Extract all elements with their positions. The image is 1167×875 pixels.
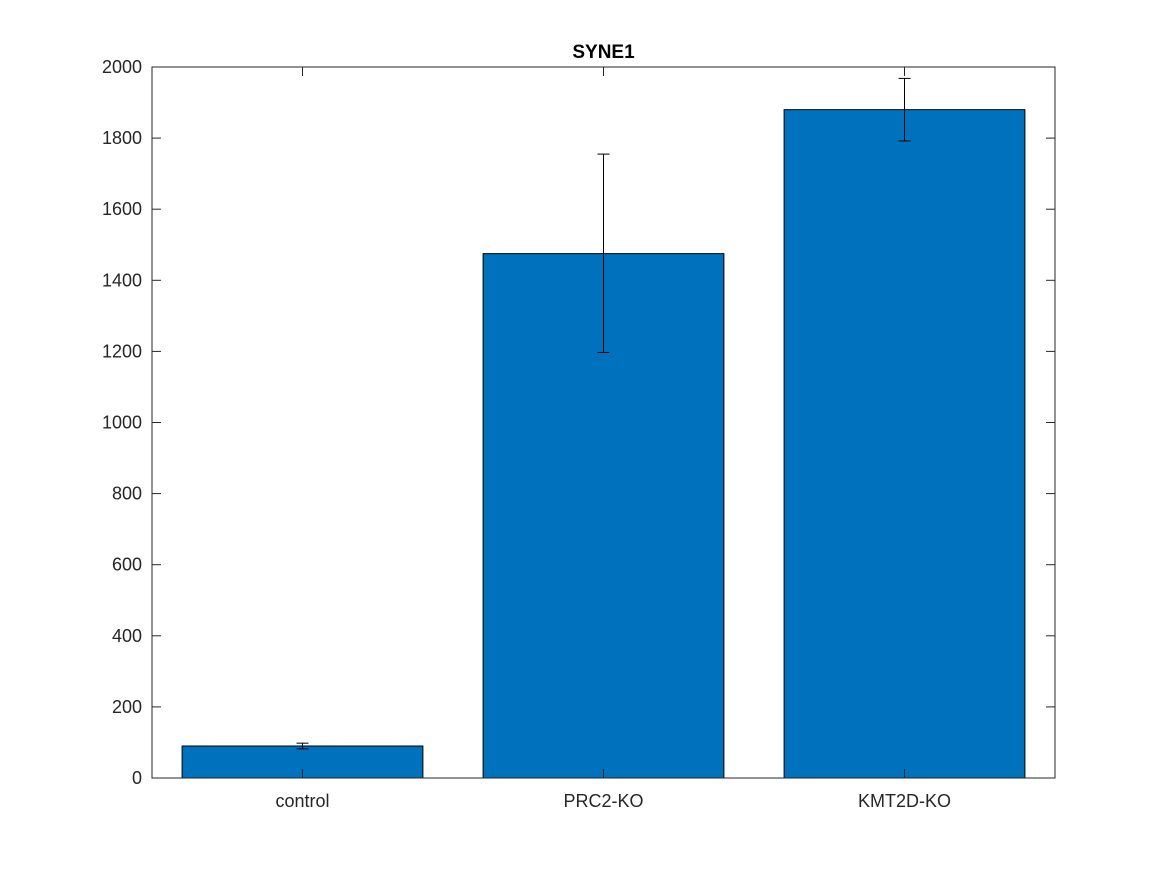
y-tick-label: 1800 <box>102 128 142 148</box>
y-tick-label: 600 <box>112 555 142 575</box>
y-tick-label: 1000 <box>102 413 142 433</box>
error-bars-group <box>296 77 911 750</box>
x-tick-labels: control PRC2-KO KMT2D-KO <box>275 791 951 811</box>
axes-group <box>151 66 1056 779</box>
y-tick-label: 1200 <box>102 341 142 361</box>
x-tick-label: PRC2-KO <box>563 791 643 811</box>
x-tick-label: control <box>275 791 329 811</box>
bar-kmt2d-ko <box>783 109 1026 779</box>
y-tick-label: 1400 <box>102 270 142 290</box>
y-tick-label: 200 <box>112 697 142 717</box>
y-tick-label: 400 <box>112 626 142 646</box>
error-bar-kmt2d-ko <box>898 77 911 142</box>
chart-title: SYNE1 <box>572 42 635 63</box>
y-tick-labels: 0 200 400 600 800 1000 1200 1400 1600 1800 2000 <box>102 57 142 788</box>
y-tick-label: 2000 <box>102 57 142 77</box>
x-tick-label: KMT2D-KO <box>858 791 951 811</box>
y-tick-label: 0 <box>132 768 142 788</box>
y-tick-label: 1600 <box>102 199 142 219</box>
error-bar-prc2-ko <box>597 153 610 353</box>
error-bar-control <box>296 742 309 750</box>
y-tick-label: 800 <box>112 484 142 504</box>
